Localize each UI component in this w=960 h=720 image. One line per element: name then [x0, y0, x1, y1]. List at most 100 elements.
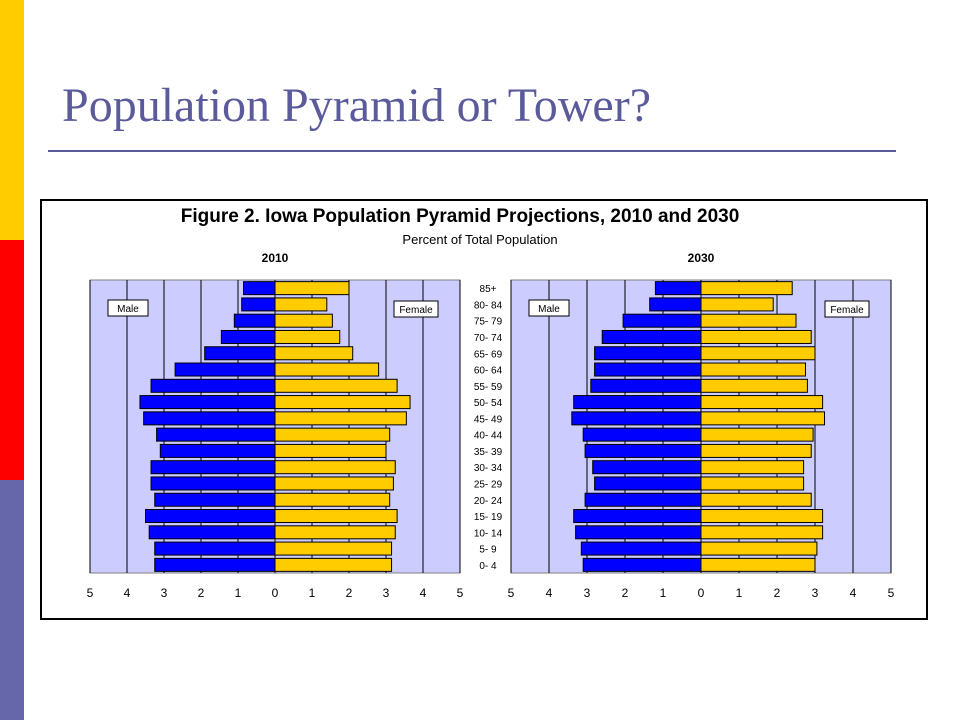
age-group-label: 45- 49: [474, 414, 503, 425]
panel-2030-female-bar-0: [700, 281, 793, 296]
panel-2010-female-bar-17: [274, 557, 393, 572]
panel-2030-female-bar-13: [700, 492, 812, 507]
panel-2030-x-tick-label: 4: [850, 586, 857, 600]
panel-2010-male-bar-11: [150, 460, 276, 475]
age-group-label: 40- 44: [474, 431, 503, 442]
panel-2030-male-bar-16: [580, 541, 702, 556]
panel-2030-male-bar-0: [654, 281, 702, 296]
panel-2030-x-tick-label: 5: [888, 586, 895, 600]
panel-2010-x-tick-label: 1: [235, 586, 242, 600]
panel-2030-female-bar-11: [700, 460, 805, 475]
sidebar-block-red: [0, 240, 24, 480]
age-group-label: 15- 19: [474, 512, 503, 523]
panel-2030-male-bar-2: [622, 313, 702, 328]
panel-2030-legend-male-box: [528, 299, 570, 317]
panel-2010-male-bar-4: [204, 346, 276, 361]
panel-2010-male-bar-2: [233, 313, 276, 328]
panel-2010-male-bar-10: [159, 443, 276, 458]
panel-2010-x-tick-label: 2: [198, 586, 205, 600]
panel-2030-male-bar-9: [582, 427, 702, 442]
panel-2010-female-bar-14: [274, 509, 398, 524]
panel-2030-female-bar-8: [700, 411, 825, 426]
panel-2010-male-bar-3: [220, 329, 276, 344]
panel-2030-female-bar-3: [700, 329, 812, 344]
panel-2030-female-bar-9: [700, 427, 814, 442]
age-group-label: 10- 14: [474, 528, 503, 539]
panel-2030-female-bar-15: [700, 525, 824, 540]
panel-2010-female-bar-16: [274, 541, 393, 556]
panel-2010-male-bar-7: [139, 395, 276, 410]
panel-2010-male-bar-17: [154, 557, 276, 572]
age-group-label: 35- 39: [474, 447, 503, 458]
panel-2030-male-bar-14: [573, 509, 702, 524]
title-underline: [48, 150, 896, 152]
panel-2030-male-bar-5: [594, 362, 702, 377]
panel-2030-x-tick-label: 4: [546, 586, 553, 600]
panel-2010-female-bar-4: [274, 346, 354, 361]
panel-2010-male-bar-16: [154, 541, 276, 556]
panel-2010-x-tick-label: 4: [124, 586, 131, 600]
age-group-label: 55- 59: [474, 382, 503, 393]
panel-2030-female-bar-1: [700, 297, 774, 312]
panel-2030-male-bar-12: [594, 476, 702, 491]
panel-2030-x-tick-label: 0: [698, 586, 705, 600]
panel-2010-x-tick-label: 3: [161, 586, 168, 600]
panel-2030-male-bar-8: [571, 411, 702, 426]
panel-2030-male-bar-3: [601, 329, 702, 344]
panel-2010-male-bar-13: [154, 492, 276, 507]
panel-2010-legend-female-label: Female: [399, 305, 433, 316]
panel-2010-legend-female-box: [393, 300, 439, 318]
panel-2030-panel-title: 2030: [688, 251, 715, 265]
panel-2010-female-bar-15: [274, 525, 396, 540]
panel-2030-male-bar-4: [594, 346, 702, 361]
panel-2010-female-bar-2: [274, 313, 333, 328]
panel-2030-female-bar-14: [700, 509, 824, 524]
sidebar-block-yellow: [0, 0, 24, 240]
panel-2010-male-bar-6: [150, 378, 276, 393]
panel-2030-male-bar-7: [573, 395, 702, 410]
panel-2010-female-bar-10: [274, 443, 387, 458]
panel-2010-female-bar-8: [274, 411, 407, 426]
panel-2030-x-tick-label: 5: [508, 586, 515, 600]
age-group-label: 65- 69: [474, 349, 503, 360]
age-group-label: 60- 64: [474, 366, 503, 377]
panel-2010-male-bar-1: [241, 297, 276, 312]
panel-2030-female-bar-6: [700, 378, 808, 393]
panel-2010-male-bar-5: [174, 362, 276, 377]
chart-subtitle: Percent of Total Population: [402, 232, 558, 247]
panel-2010-x-tick-label: 0: [272, 586, 279, 600]
age-group-label: 20- 24: [474, 496, 503, 507]
age-group-label: 75- 79: [474, 317, 503, 328]
panel-2010-female-bar-3: [274, 329, 341, 344]
panel-2030-x-tick-label: 1: [736, 586, 743, 600]
panel-2030-legend-female-label: Female: [830, 305, 864, 316]
panel-2030-female-bar-17: [700, 557, 816, 572]
panel-2010-female-bar-11: [274, 460, 396, 475]
age-group-label: 50- 54: [474, 398, 503, 409]
panel-2010-male-bar-15: [148, 525, 276, 540]
panel-2030-female-bar-4: [700, 346, 816, 361]
panel-2010-female-bar-6: [274, 378, 398, 393]
slide-title: Population Pyramid or Tower?: [62, 79, 652, 132]
panel-2030-x-tick-label: 3: [812, 586, 819, 600]
panel-2010-female-bar-13: [274, 492, 391, 507]
panel-2010-x-tick-label: 1: [309, 586, 316, 600]
panel-2010-x-tick-label: 3: [383, 586, 390, 600]
panel-2010-x-tick-label: 5: [457, 586, 464, 600]
panel-2010-female-bar-5: [274, 362, 380, 377]
age-group-label: 80- 84: [474, 300, 503, 311]
panel-2030-male-bar-1: [649, 297, 702, 312]
panel-2010-male-bar-8: [143, 411, 276, 426]
panel-2010-male-bar-14: [145, 509, 276, 524]
age-group-label: 70- 74: [474, 333, 503, 344]
panel-2030-male-bar-13: [584, 492, 702, 507]
chart-title: Figure 2. Iowa Population Pyramid Projec…: [180, 206, 740, 227]
panel-2030-female-bar-10: [700, 443, 812, 458]
panel-2010-male-bar-0: [243, 281, 276, 296]
panel-2030-x-tick-label: 2: [622, 586, 629, 600]
panel-2030-x-tick-label: 2: [774, 586, 781, 600]
panel-2030-female-bar-5: [700, 362, 806, 377]
panel-2030-female-bar-2: [700, 313, 797, 328]
panel-2030-male-bar-10: [584, 443, 702, 458]
